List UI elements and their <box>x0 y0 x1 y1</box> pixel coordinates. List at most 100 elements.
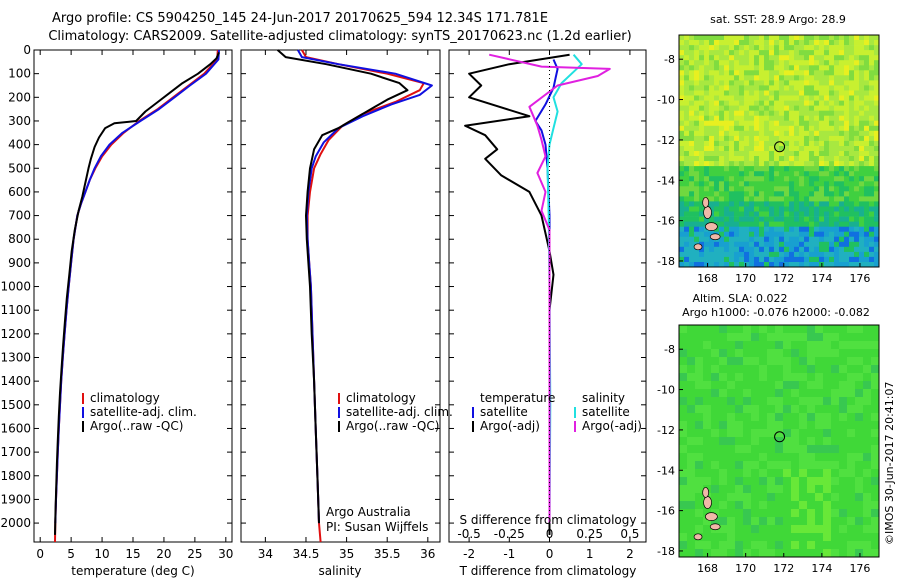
heat-cell <box>734 50 740 56</box>
heat-cell <box>719 365 728 374</box>
heat-cell <box>844 70 850 76</box>
heat-cell <box>869 50 875 56</box>
heat-cell <box>695 493 704 502</box>
heat-cell <box>831 533 840 542</box>
heat-cell <box>744 231 750 238</box>
heat-cell <box>794 171 800 177</box>
heat-cell <box>799 75 805 81</box>
heat-cell <box>775 525 784 534</box>
heat-cell <box>774 120 780 127</box>
heat-cell <box>719 256 725 263</box>
heat-cell <box>695 541 704 550</box>
heat-cell <box>759 381 768 390</box>
heat-cell <box>859 211 865 217</box>
heat-cell <box>727 501 736 510</box>
heat-cell <box>794 50 800 56</box>
heat-cell <box>869 110 875 117</box>
heat-cell <box>694 85 700 91</box>
heat-cell <box>743 541 752 550</box>
heat-cell <box>769 211 775 217</box>
heat-cell <box>704 246 710 253</box>
heat-cell <box>815 461 824 470</box>
heat-cell <box>831 477 840 486</box>
heat-cell <box>695 469 704 478</box>
heat-cell <box>751 429 760 438</box>
heat-cell <box>687 373 696 382</box>
heat-cell <box>709 181 715 187</box>
heat-cell <box>689 226 695 233</box>
heat-cell <box>783 525 792 534</box>
heat-cell <box>699 130 705 137</box>
heat-cell <box>704 75 710 81</box>
heat-cell <box>864 35 870 41</box>
heat-cell <box>823 325 832 334</box>
heat-cell <box>767 445 776 454</box>
heat-cell <box>724 211 730 217</box>
heat-cell <box>734 221 740 227</box>
heat-cell <box>687 413 696 422</box>
heat-cell <box>739 146 745 152</box>
heat-cell <box>764 140 770 147</box>
heat-cell <box>849 206 855 212</box>
heat-cell <box>834 221 840 227</box>
heat-cell <box>779 191 785 197</box>
heat-cell <box>794 251 800 258</box>
heat-cell <box>844 156 850 162</box>
heat-cell <box>839 445 848 454</box>
heat-cell <box>774 151 780 157</box>
heat-cell <box>679 171 685 177</box>
y-tick-label: 1700 <box>0 445 31 459</box>
heat-cell <box>874 236 880 243</box>
heat-cell <box>784 151 790 157</box>
heat-cell <box>704 135 710 142</box>
heat-cell <box>679 125 685 132</box>
heat-cell <box>804 151 810 157</box>
heat-cell <box>754 55 760 61</box>
heat-cell <box>859 130 865 137</box>
heat-cell <box>739 186 745 192</box>
heat-cell <box>831 469 840 478</box>
heat-cell <box>807 501 816 510</box>
heat-cell <box>864 70 870 76</box>
heat-cell <box>749 241 755 248</box>
y-tick-label: 1300 <box>0 351 31 365</box>
heat-cell <box>854 110 860 117</box>
heat-cell <box>794 135 800 142</box>
heat-cell <box>724 201 730 207</box>
heat-cell <box>689 70 695 76</box>
heat-cell <box>744 236 750 243</box>
map-y-tick-label: -8 <box>664 343 675 356</box>
heat-cell <box>775 533 784 542</box>
heat-cell <box>694 110 700 117</box>
heat-cell <box>689 156 695 162</box>
heat-cell <box>859 35 865 41</box>
heat-cell <box>809 211 815 217</box>
heat-cell <box>774 140 780 147</box>
heat-cell <box>871 437 880 446</box>
legend-swatch-sal-satellite <box>574 407 576 418</box>
heat-cell <box>709 140 715 147</box>
heat-cell <box>704 156 710 162</box>
heat-cell <box>839 525 848 534</box>
y-tick-label: 0 <box>23 43 31 57</box>
heat-cell <box>814 90 820 96</box>
heat-cell <box>869 176 875 182</box>
heat-cell <box>819 110 825 117</box>
heat-cell <box>859 241 865 248</box>
heat-cell <box>769 50 775 56</box>
heat-cell <box>789 226 795 233</box>
heat-cell <box>744 130 750 137</box>
heat-cell <box>824 100 830 106</box>
heat-cell <box>799 196 805 202</box>
map-frame <box>678 34 880 268</box>
heat-cell <box>799 191 805 197</box>
heat-cell <box>695 357 704 366</box>
heat-cell <box>729 262 735 268</box>
heat-cell <box>779 90 785 96</box>
heat-cell <box>679 501 688 510</box>
heat-cell <box>743 469 752 478</box>
heat-cell <box>739 262 745 268</box>
heat-cell <box>855 445 864 454</box>
heat-cell <box>709 241 715 248</box>
heat-cell <box>854 216 860 222</box>
